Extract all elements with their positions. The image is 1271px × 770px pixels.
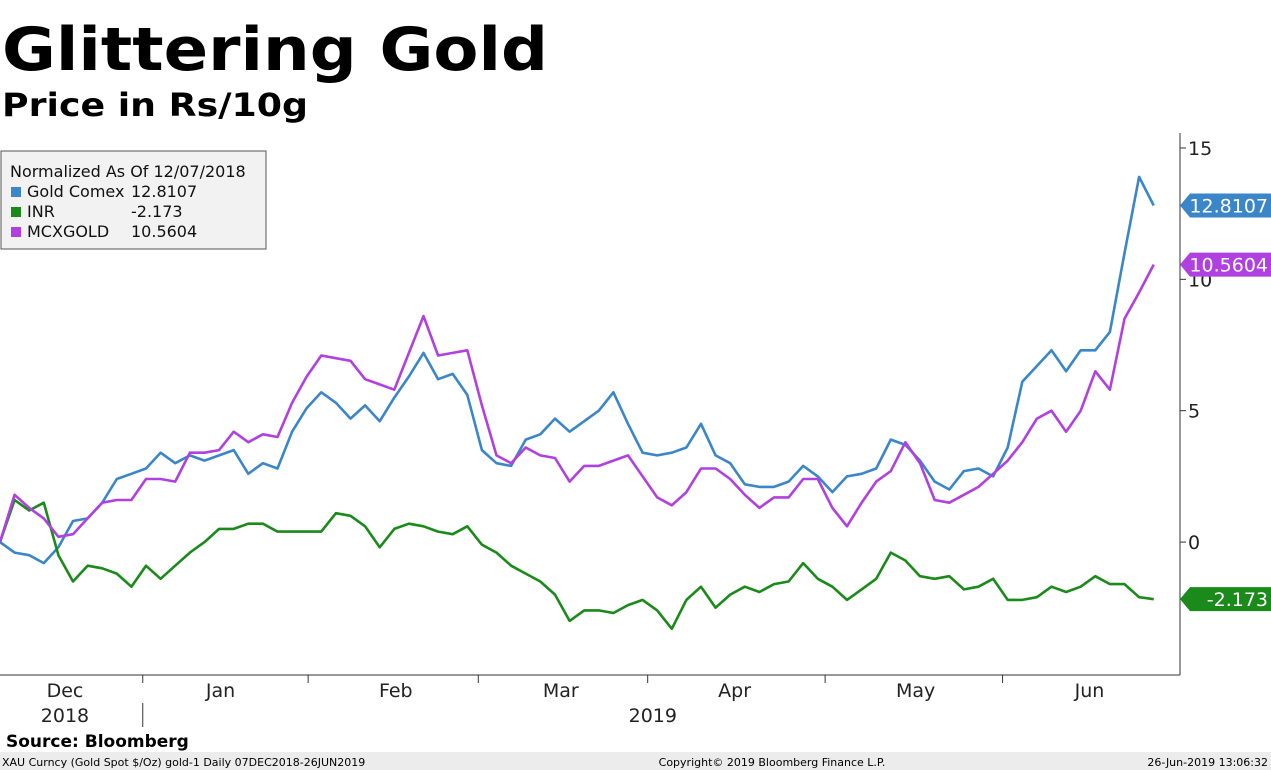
value-tag-label: 10.5604 [1189, 255, 1268, 277]
legend-swatch [11, 187, 21, 197]
series-line [0, 175, 1155, 565]
footer-band [0, 752, 1271, 770]
legend-swatch [11, 227, 21, 237]
x-tick-label: Jun [1074, 680, 1105, 702]
footer-center: Copyright© 2019 Bloomberg Finance L.P. [659, 756, 886, 769]
year-label: 2019 [629, 705, 677, 727]
footer-right: 26-Jun-2019 13:06:32 [1147, 756, 1268, 769]
source: Source: Bloomberg [6, 732, 189, 752]
legend-label: MCXGOLD [27, 222, 109, 241]
legend-label: Gold Comex [27, 182, 124, 201]
series-line [0, 263, 1155, 543]
legend-value: 12.8107 [131, 182, 197, 201]
legend-box [0, 150, 267, 250]
x-tick-label: Jan [205, 680, 235, 702]
y-tick-label: 15 [1188, 138, 1212, 160]
x-tick-label: Mar [543, 680, 579, 702]
legend-label: INR [27, 202, 55, 221]
y-tick-label: 0 [1188, 532, 1200, 554]
legend-value: -2.173 [131, 202, 183, 221]
value-tag-label: -2.173 [1207, 589, 1268, 611]
x-tick-label: Feb [379, 680, 413, 702]
series-line [0, 498, 1154, 631]
y-tick-label: 5 [1188, 401, 1200, 423]
legend-swatch [11, 207, 21, 217]
footer-left: XAU Curncy (Gold Spot $/Oz) gold-1 Daily… [2, 756, 365, 769]
year-label: 2018 [41, 705, 89, 727]
chart-title: Glittering Gold [2, 15, 548, 85]
legend-title: Normalized As Of 12/07/2018 [10, 162, 246, 181]
value-tag-label: 12.8107 [1189, 195, 1268, 217]
chart-subtitle: Price in Rs/10g [2, 86, 308, 124]
x-tick-label: Apr [718, 680, 751, 702]
x-tick-label: Dec [47, 680, 84, 702]
value-tag [1180, 587, 1271, 612]
value-tag [1180, 252, 1271, 277]
legend-value: 10.5604 [131, 222, 197, 241]
value-tag [1180, 193, 1271, 218]
x-tick-label: May [896, 680, 935, 702]
